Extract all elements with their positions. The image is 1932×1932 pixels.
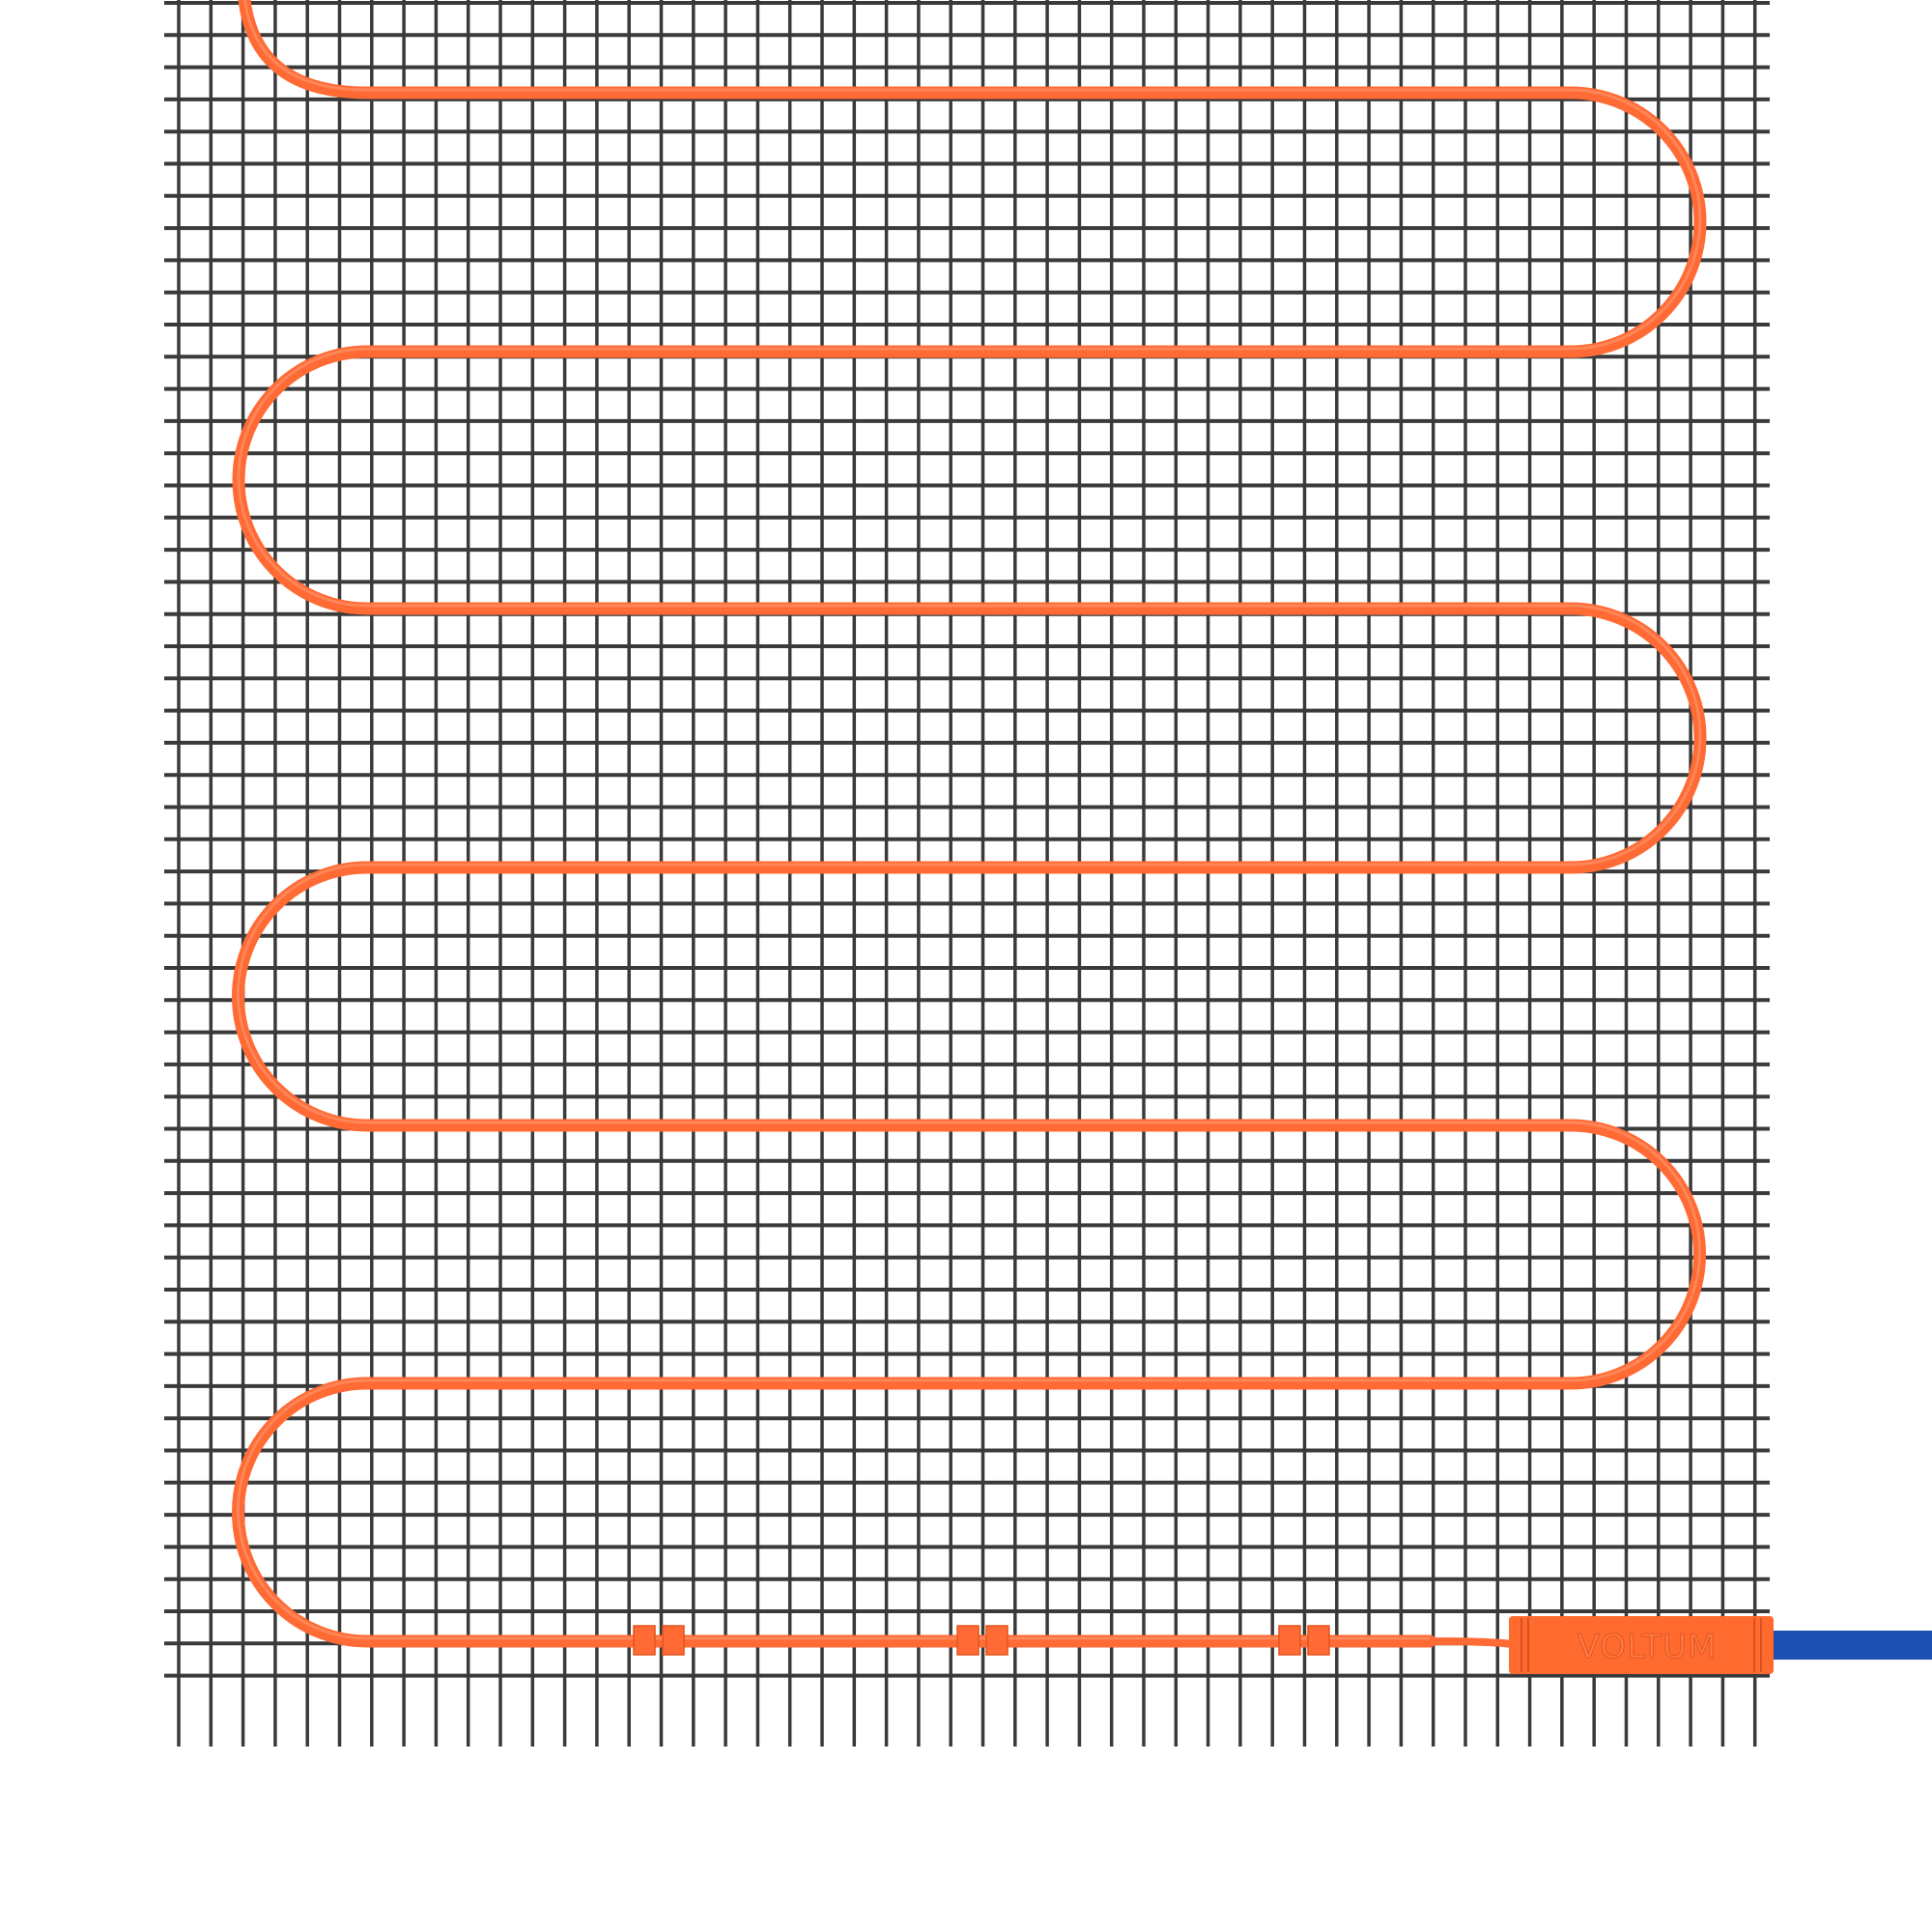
cable-clip <box>1278 1625 1301 1656</box>
power-cable <box>1768 1631 1932 1660</box>
cold-joint-connector: VOLTUM <box>1429 1616 1774 1674</box>
heating-cable <box>232 0 1707 1648</box>
cable-clip <box>1307 1625 1330 1656</box>
connector-ribs <box>1520 1618 1762 1672</box>
cable-clips <box>633 1625 1330 1656</box>
cable-clip <box>662 1625 685 1656</box>
cable-clip <box>985 1625 1009 1656</box>
connector-lead <box>1429 1637 1513 1648</box>
cable-clip <box>633 1625 656 1656</box>
connector-body <box>1509 1616 1774 1674</box>
brand-logo: VOLTUM <box>1577 1628 1718 1666</box>
heating-cable-highlight <box>237 0 1702 1640</box>
cable-clip <box>956 1625 980 1656</box>
